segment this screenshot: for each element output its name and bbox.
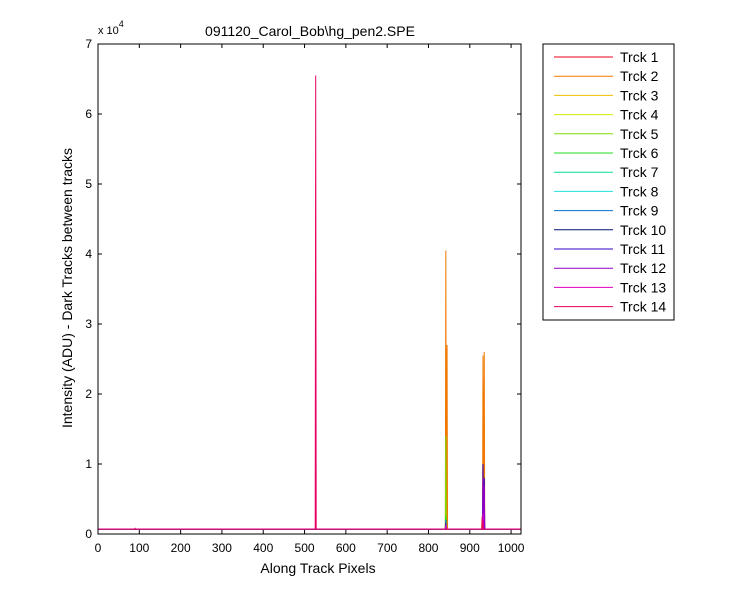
- legend-label-trck-2: Trck 2: [620, 68, 659, 84]
- legend-box: [542, 43, 675, 321]
- x-tick-label: 700: [377, 541, 397, 555]
- legend-label-trck-13: Trck 13: [620, 279, 666, 295]
- y-tick-label: 0: [85, 527, 92, 541]
- legend-label-trck-10: Trck 10: [620, 222, 666, 238]
- plot-area: 0 100 200 300 400 500 600 700 800 900 1000 0 1 2 3 4 5 6…: [85, 37, 524, 555]
- legend-label-trck-3: Trck 3: [620, 87, 659, 103]
- x-tick-label: 800: [418, 541, 438, 555]
- legend: Trck 1 Trck 2 Trck 3 Trck 4 Trck 5 Trck 6 Trck…: [542, 43, 675, 321]
- x-tick-label: 1000: [498, 541, 525, 555]
- legend-label-trck-8: Trck 8: [620, 183, 659, 199]
- x-tick-label: 300: [212, 541, 232, 555]
- y-axis-label: Intensity (ADU) - Dark Tracks between tr…: [59, 148, 75, 428]
- x-tick-label: 400: [253, 541, 273, 555]
- legend-label-trck-14: Trck 14: [620, 299, 666, 315]
- legend-label-trck-11: Trck 11: [620, 241, 665, 257]
- series-line-trck-12: [98, 477, 521, 530]
- axes-frame: [97, 43, 522, 535]
- y-tick-label: 6: [85, 107, 92, 121]
- legend-label-trck-12: Trck 12: [620, 260, 666, 276]
- x-tick-label: 100: [129, 541, 149, 555]
- y-multiplier-base: x 10: [98, 25, 119, 37]
- y-tick-label: 2: [85, 387, 92, 401]
- y-tick-label: 7: [85, 37, 92, 51]
- legend-label-trck-1: Trck 1: [620, 49, 659, 65]
- series-line-trck-14: [98, 75, 521, 530]
- y-multiplier-exponent: 4: [119, 19, 124, 29]
- x-tick-label: 600: [336, 541, 356, 555]
- axes-background: [98, 44, 521, 534]
- x-tick-label: 0: [95, 541, 102, 555]
- x-axis-label: Along Track Pixels: [260, 560, 375, 576]
- y-multiplier: x 104: [98, 19, 124, 37]
- x-axis-ticks: 0 100 200 300 400 500 600 700 800 900 1000: [95, 44, 525, 555]
- x-tick-label: 900: [460, 541, 480, 555]
- legend-label-trck-5: Trck 5: [620, 126, 659, 142]
- legend-label-trck-6: Trck 6: [620, 145, 659, 161]
- y-tick-label: 3: [85, 317, 92, 331]
- legend-label-trck-7: Trck 7: [620, 164, 659, 180]
- y-tick-label: 5: [85, 177, 92, 191]
- y-tick-label: 4: [85, 247, 92, 261]
- legend-label-trck-9: Trck 9: [620, 203, 659, 219]
- y-tick-label: 1: [85, 457, 92, 471]
- y-axis-ticks: 0 1 2 3 4 5 6 7: [85, 37, 521, 541]
- series-lines: [98, 75, 521, 530]
- legend-label-trck-4: Trck 4: [620, 107, 659, 123]
- chart-title: 091120_Carol_Bob\hg_pen2.SPE: [205, 23, 415, 39]
- x-tick-label: 500: [295, 541, 315, 555]
- x-tick-label: 200: [171, 541, 191, 555]
